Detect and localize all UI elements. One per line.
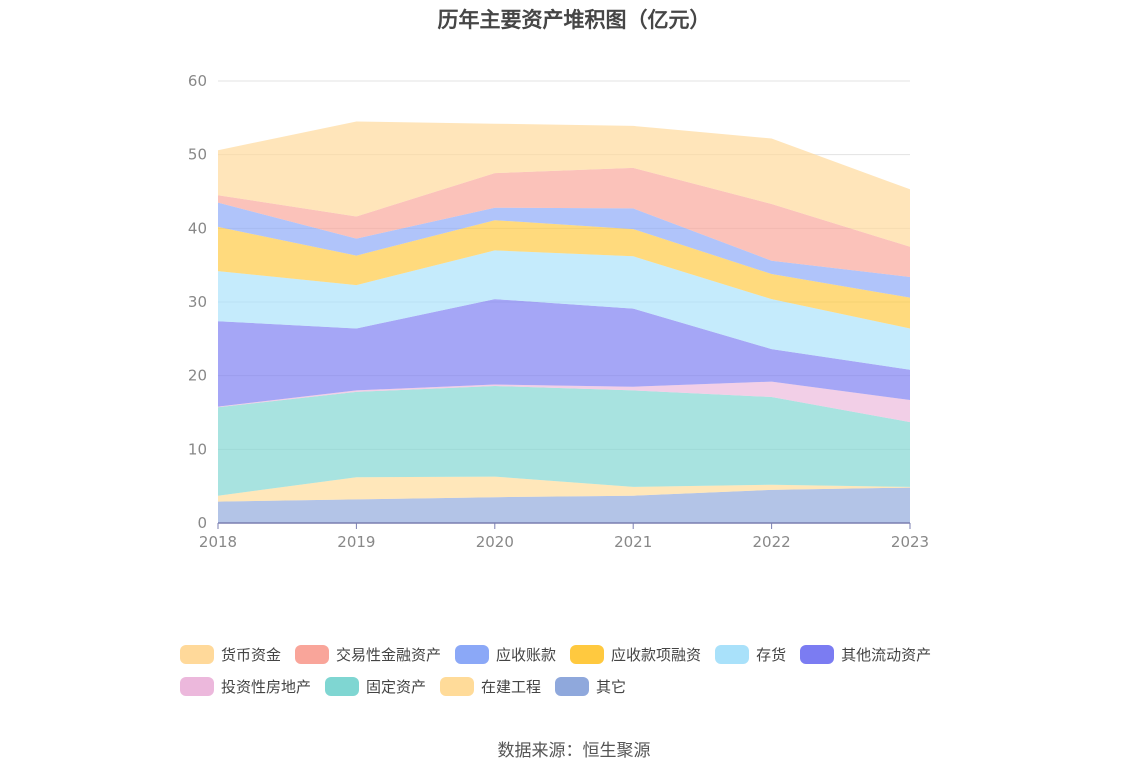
legend-item[interactable]: 在建工程 — [440, 676, 541, 697]
legend: 货币资金 交易性金融资产 应收账款 应收款项融资 存货 其他流动资产 投资性房地产 固定资产… — [180, 638, 1000, 702]
area-其它 — [218, 487, 910, 523]
legend-row: 投资性房地产 固定资产 在建工程 其它 — [180, 670, 1000, 702]
legend-label: 投资性房地产 — [221, 677, 312, 696]
area-交易性金融资产 — [218, 167, 910, 277]
source-note: 数据来源：恒生聚源 — [497, 741, 651, 761]
legend-label: 固定资产 — [366, 677, 427, 696]
legend-item[interactable]: 其它 — [555, 676, 626, 697]
area-其他流动资产 — [218, 299, 910, 407]
legend-swatch — [295, 644, 330, 664]
area-投资性房地产 — [218, 381, 910, 423]
y-tick-label: 10 — [188, 440, 207, 458]
axes: 0 10 20 30 40 50 60 2018 2019 2020 2021 2022 2023 — [188, 72, 929, 551]
area-应收账款 — [218, 202, 910, 298]
legend-item[interactable]: 固定资产 — [325, 676, 426, 697]
legend-item[interactable]: 存货 — [715, 644, 786, 665]
y-tick-label: 60 — [188, 72, 207, 90]
legend-item[interactable]: 货币资金 — [180, 644, 281, 665]
legend-swatch — [555, 676, 590, 696]
legend-swatch — [570, 644, 605, 664]
x-tick-label: 2020 — [476, 533, 514, 551]
legend-item[interactable]: 其他流动资产 — [800, 644, 931, 665]
legend-swatch — [180, 676, 214, 696]
area-货币资金 — [218, 121, 910, 247]
y-tick-label: 20 — [188, 367, 207, 385]
area-应收款项融资 — [218, 220, 910, 329]
x-tick-label: 2021 — [614, 533, 652, 551]
legend-label: 应收款项融资 — [611, 645, 702, 664]
legend-swatch — [800, 644, 835, 664]
area-固定资产 — [218, 386, 910, 496]
x-tick-label: 2018 — [199, 533, 237, 551]
legend-label: 其他流动资产 — [841, 645, 932, 664]
legend-item[interactable]: 应收账款 — [455, 644, 556, 665]
area-series — [218, 121, 910, 523]
area-chart: 0 10 20 30 40 50 60 2018 2019 2020 2021 2022 2023 — [188, 72, 929, 551]
legend-swatch — [715, 644, 750, 664]
legend-row: 货币资金 交易性金融资产 应收账款 应收款项融资 存货 其他流动资产 — [180, 638, 1000, 670]
legend-swatch — [440, 676, 475, 696]
x-tick-label: 2019 — [337, 533, 375, 551]
legend-label: 应收账款 — [496, 645, 557, 664]
y-tick-label: 40 — [188, 219, 207, 237]
y-tick-label: 50 — [188, 146, 207, 164]
legend-swatch — [180, 644, 214, 664]
legend-label: 在建工程 — [481, 677, 542, 696]
area-存货 — [218, 250, 910, 370]
x-tick-label: 2023 — [891, 533, 929, 551]
legend-item[interactable]: 投资性房地产 — [180, 676, 311, 697]
legend-label: 存货 — [756, 645, 787, 664]
legend-label: 交易性金融资产 — [336, 645, 442, 664]
legend-item[interactable]: 应收款项融资 — [570, 644, 701, 665]
chart-title: 历年主要资产堆积图（亿元） — [437, 8, 711, 32]
y-tick-label: 30 — [188, 293, 207, 311]
x-tick-label: 2022 — [753, 533, 791, 551]
legend-item[interactable]: 交易性金融资产 — [295, 644, 441, 665]
legend-label: 货币资金 — [221, 645, 282, 664]
legend-swatch — [455, 644, 490, 664]
y-tick-label: 0 — [197, 514, 207, 532]
legend-swatch — [325, 676, 360, 696]
legend-label: 其它 — [596, 677, 627, 696]
area-在建工程 — [218, 476, 910, 502]
